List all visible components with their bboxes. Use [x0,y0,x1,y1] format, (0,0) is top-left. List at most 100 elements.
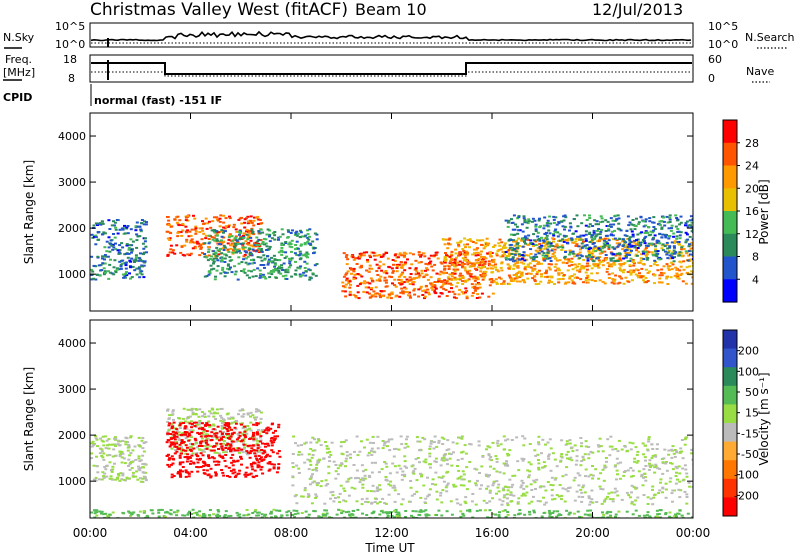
power-cell [609,234,613,237]
power-cell [679,265,683,268]
velocity-cell [264,513,267,516]
velocity-cell [202,465,205,468]
velocity-cell [547,509,551,512]
velocity-cell [617,510,621,513]
power-cell [662,216,665,219]
power-cell [500,269,504,272]
power-cell [103,270,107,273]
velocity-cell [205,423,209,426]
velocity-cell [209,476,213,479]
power-cell [623,234,627,237]
velocity-cell [568,439,572,442]
velocity-cell [254,437,258,440]
power-cell [92,236,96,239]
power-cell [637,223,641,225]
velocity-cell [215,443,219,446]
power-cell [488,251,492,254]
power-cell [508,276,512,279]
velocity-cell [230,428,234,431]
velocity-cell [241,451,245,454]
power-cell [234,235,238,238]
velocity-cell [683,490,687,493]
power-cell [356,273,360,275]
velocity-cell [405,435,409,438]
power-cell [341,290,345,293]
power-cell [101,255,104,258]
power-cell [599,230,603,233]
power-cell [290,257,294,260]
power-cell [193,247,197,250]
power-cell [659,220,663,223]
power-cell [242,268,246,271]
power-cell [529,252,533,255]
power-cell [381,295,385,298]
velocity-cell [555,465,559,468]
velocity-cell [217,510,221,513]
power-cell [536,263,540,266]
velocity-cell [310,456,314,459]
velocity-cell [641,442,645,445]
velocity-cell [264,445,267,448]
power-cell [237,218,241,221]
velocity-cell [231,453,235,456]
velocity-cell [642,514,646,517]
velocity-cell [615,490,619,493]
power-cell [685,233,689,236]
velocity-cell [258,436,262,439]
velocity-cell [180,447,184,450]
power-cell [495,283,499,285]
power-cell [240,216,243,219]
power-cell [517,270,521,273]
velocity-cell [203,516,207,518]
power-cell [604,237,607,240]
velocity-cell [200,415,204,418]
velocity-cell [172,475,176,477]
velocity-cell [127,477,131,480]
velocity-cell [180,421,183,424]
power-cell [113,236,117,239]
power-cell [256,267,260,270]
power-cell [616,282,620,285]
velocity-cell [224,510,228,513]
power-cell [644,247,648,249]
power-cell [134,259,138,262]
velocity-cell [520,494,524,497]
power-cell [456,241,460,244]
power-cell [424,284,428,287]
power-cell [251,275,255,278]
power-cell [306,233,310,236]
power-cell [238,238,242,241]
power-cell [103,246,107,249]
power-cell [251,258,255,261]
velocity-cell [519,486,523,489]
power-cell [136,225,140,228]
power-cell [190,228,194,231]
power-cell [521,245,525,248]
power-cell [138,272,142,275]
power-cell [580,242,584,245]
power-cell [464,254,467,256]
velocity-cell [502,472,506,475]
power-cell [512,274,516,276]
power-cell [208,258,212,260]
velocity-cell [202,461,206,464]
power-cell [463,237,467,240]
power-cell [273,258,277,261]
velocity-cell [383,441,387,444]
power-cell [273,265,277,268]
velocity-cell [170,423,174,426]
velocity-cell [137,455,141,458]
power-cell [469,273,473,276]
power-cell [630,230,634,233]
velocity-cell [461,470,465,473]
power-cell [379,296,382,299]
velocity-cell [690,516,693,518]
power-cell [629,272,633,274]
power-cell [179,251,183,254]
power-cell [233,246,237,249]
power-cell [344,273,348,276]
power-cell [240,237,244,240]
power-cell [643,242,647,245]
velocity-cell [121,474,125,477]
power-cell [449,260,452,263]
